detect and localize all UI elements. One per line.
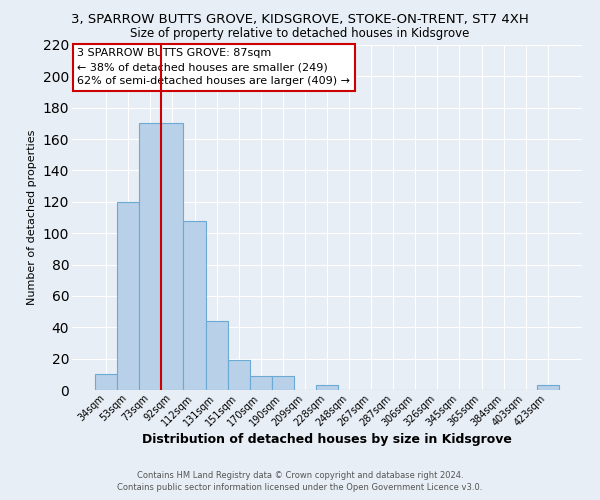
Bar <box>117 202 139 390</box>
Bar <box>161 124 184 390</box>
Bar <box>139 124 161 390</box>
Text: Size of property relative to detached houses in Kidsgrove: Size of property relative to detached ho… <box>130 28 470 40</box>
Bar <box>250 376 272 390</box>
Bar <box>272 376 294 390</box>
Bar <box>95 374 117 390</box>
Text: 3 SPARROW BUTTS GROVE: 87sqm
← 38% of detached houses are smaller (249)
62% of s: 3 SPARROW BUTTS GROVE: 87sqm ← 38% of de… <box>77 48 350 86</box>
Text: 3, SPARROW BUTTS GROVE, KIDSGROVE, STOKE-ON-TRENT, ST7 4XH: 3, SPARROW BUTTS GROVE, KIDSGROVE, STOKE… <box>71 12 529 26</box>
X-axis label: Distribution of detached houses by size in Kidsgrove: Distribution of detached houses by size … <box>142 433 512 446</box>
Y-axis label: Number of detached properties: Number of detached properties <box>27 130 37 305</box>
Bar <box>206 321 227 390</box>
Bar <box>227 360 250 390</box>
Text: Contains HM Land Registry data © Crown copyright and database right 2024.
Contai: Contains HM Land Registry data © Crown c… <box>118 471 482 492</box>
Bar <box>316 386 338 390</box>
Bar <box>184 220 206 390</box>
Bar <box>537 386 559 390</box>
